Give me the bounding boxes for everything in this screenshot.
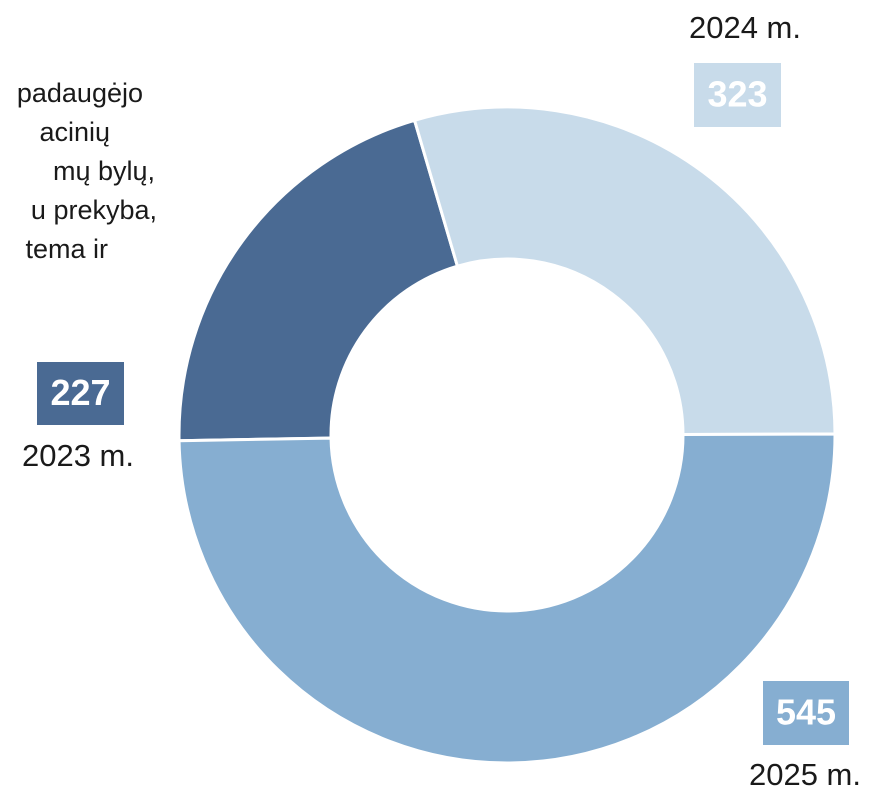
annotation-line: mų bylų, xyxy=(53,156,155,186)
category-label: 2023 m. xyxy=(22,438,134,473)
annotation-line: acinių xyxy=(39,117,110,147)
value-label: 545 xyxy=(776,692,836,733)
donut-segment xyxy=(412,105,837,436)
donut-segment xyxy=(177,118,460,443)
value-box xyxy=(37,362,124,425)
annotation-line: padaugėjo xyxy=(17,78,143,108)
donut-segment xyxy=(177,432,837,765)
category-label: 2024 m. xyxy=(689,10,801,45)
category-label: 2025 m. xyxy=(749,757,861,792)
value-box xyxy=(763,681,849,745)
value-box xyxy=(694,63,781,127)
annotation-line: u prekyba, xyxy=(31,195,157,225)
annotation-line: tema ir xyxy=(25,234,108,264)
value-label: 323 xyxy=(707,74,767,115)
value-label: 227 xyxy=(50,372,110,413)
